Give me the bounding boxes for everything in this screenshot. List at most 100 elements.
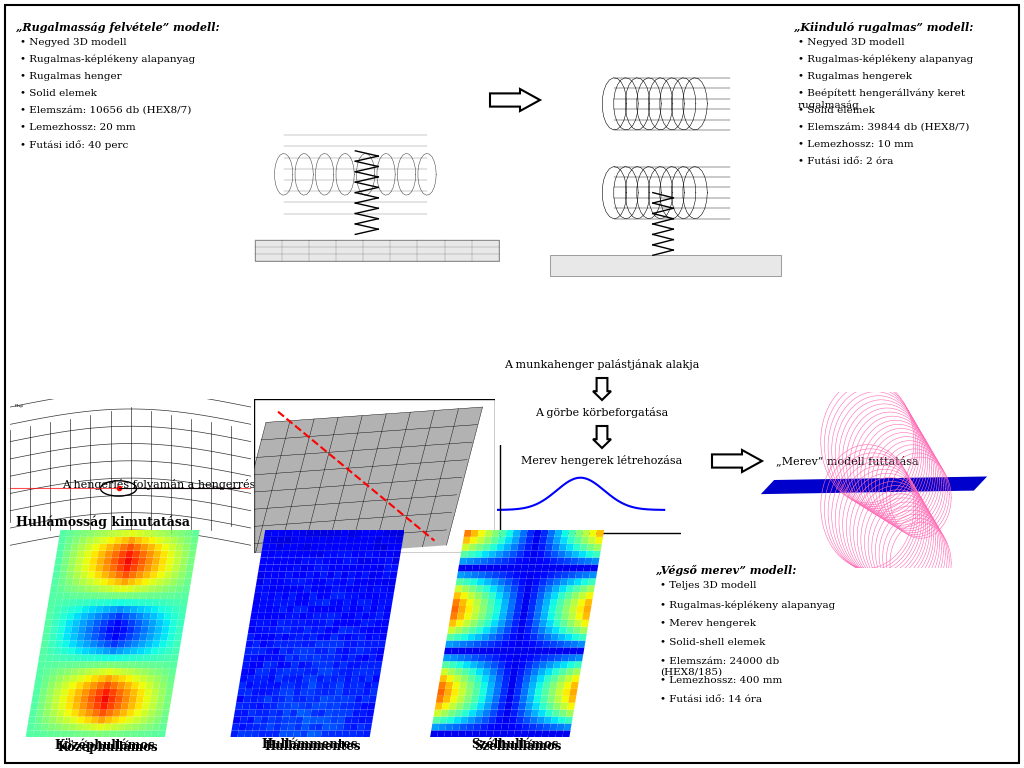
Polygon shape bbox=[559, 544, 567, 551]
Polygon shape bbox=[546, 578, 554, 585]
Polygon shape bbox=[112, 592, 120, 599]
Polygon shape bbox=[55, 717, 63, 723]
Polygon shape bbox=[456, 661, 464, 668]
Polygon shape bbox=[57, 627, 66, 634]
Polygon shape bbox=[502, 551, 510, 558]
Polygon shape bbox=[335, 689, 343, 696]
Polygon shape bbox=[103, 599, 112, 606]
Polygon shape bbox=[144, 564, 153, 571]
Polygon shape bbox=[349, 730, 357, 737]
Polygon shape bbox=[346, 537, 354, 544]
Polygon shape bbox=[34, 723, 42, 730]
Polygon shape bbox=[307, 606, 315, 613]
Polygon shape bbox=[566, 627, 574, 634]
Polygon shape bbox=[309, 592, 317, 599]
Polygon shape bbox=[283, 627, 291, 634]
Polygon shape bbox=[316, 634, 325, 641]
Polygon shape bbox=[254, 592, 262, 599]
Text: Szélhullámos: Szélhullámos bbox=[471, 739, 559, 752]
Polygon shape bbox=[323, 558, 330, 564]
Polygon shape bbox=[286, 647, 294, 654]
Polygon shape bbox=[98, 544, 106, 551]
Polygon shape bbox=[501, 599, 509, 606]
Polygon shape bbox=[335, 647, 343, 654]
Polygon shape bbox=[501, 558, 509, 564]
Polygon shape bbox=[259, 682, 267, 689]
Polygon shape bbox=[580, 585, 588, 592]
Polygon shape bbox=[249, 620, 257, 627]
Polygon shape bbox=[372, 634, 380, 641]
Polygon shape bbox=[146, 592, 155, 599]
Polygon shape bbox=[119, 717, 127, 723]
Polygon shape bbox=[53, 647, 61, 654]
Polygon shape bbox=[292, 571, 300, 578]
Polygon shape bbox=[483, 578, 492, 585]
Polygon shape bbox=[332, 668, 340, 675]
Polygon shape bbox=[516, 551, 524, 558]
Polygon shape bbox=[495, 551, 503, 558]
Polygon shape bbox=[120, 585, 128, 592]
Polygon shape bbox=[326, 578, 334, 585]
Polygon shape bbox=[510, 544, 518, 551]
Polygon shape bbox=[460, 551, 468, 558]
Polygon shape bbox=[145, 682, 154, 689]
Polygon shape bbox=[267, 634, 275, 641]
Polygon shape bbox=[306, 696, 314, 703]
Text: • Negyed 3D modell: • Negyed 3D modell bbox=[798, 38, 904, 47]
Polygon shape bbox=[58, 620, 67, 627]
Polygon shape bbox=[325, 585, 333, 592]
Polygon shape bbox=[259, 641, 267, 647]
Polygon shape bbox=[52, 654, 60, 661]
Polygon shape bbox=[159, 723, 167, 730]
Polygon shape bbox=[156, 661, 164, 668]
Polygon shape bbox=[59, 696, 68, 703]
Polygon shape bbox=[457, 613, 465, 620]
Polygon shape bbox=[520, 689, 528, 696]
Polygon shape bbox=[138, 558, 146, 564]
Polygon shape bbox=[104, 592, 113, 599]
Polygon shape bbox=[45, 613, 53, 620]
Polygon shape bbox=[524, 544, 532, 551]
Polygon shape bbox=[60, 606, 69, 613]
Polygon shape bbox=[458, 689, 466, 696]
Polygon shape bbox=[497, 585, 505, 592]
Polygon shape bbox=[587, 544, 595, 551]
Polygon shape bbox=[118, 723, 125, 730]
Polygon shape bbox=[92, 627, 100, 634]
Polygon shape bbox=[361, 571, 370, 578]
Polygon shape bbox=[163, 620, 171, 627]
Polygon shape bbox=[62, 675, 71, 682]
Polygon shape bbox=[151, 730, 159, 737]
Polygon shape bbox=[263, 578, 271, 585]
Polygon shape bbox=[352, 627, 360, 634]
Polygon shape bbox=[265, 564, 273, 571]
Polygon shape bbox=[357, 599, 365, 606]
Polygon shape bbox=[509, 717, 517, 723]
Polygon shape bbox=[495, 675, 503, 682]
Polygon shape bbox=[290, 710, 298, 717]
Polygon shape bbox=[114, 661, 122, 668]
Polygon shape bbox=[166, 558, 174, 564]
Polygon shape bbox=[373, 627, 381, 634]
Polygon shape bbox=[340, 537, 347, 544]
Polygon shape bbox=[318, 578, 327, 585]
Polygon shape bbox=[432, 717, 440, 723]
Polygon shape bbox=[460, 717, 468, 723]
Polygon shape bbox=[571, 551, 580, 558]
Polygon shape bbox=[435, 703, 442, 710]
Polygon shape bbox=[124, 723, 132, 730]
Polygon shape bbox=[571, 634, 580, 641]
Polygon shape bbox=[97, 634, 105, 641]
Polygon shape bbox=[571, 592, 580, 599]
Polygon shape bbox=[40, 647, 48, 654]
Polygon shape bbox=[473, 723, 481, 730]
Polygon shape bbox=[495, 717, 503, 723]
Polygon shape bbox=[312, 654, 321, 661]
Polygon shape bbox=[295, 551, 303, 558]
Polygon shape bbox=[346, 661, 354, 668]
Polygon shape bbox=[105, 710, 114, 717]
Polygon shape bbox=[127, 544, 135, 551]
Polygon shape bbox=[60, 689, 69, 696]
Polygon shape bbox=[490, 661, 499, 668]
Polygon shape bbox=[359, 544, 368, 551]
